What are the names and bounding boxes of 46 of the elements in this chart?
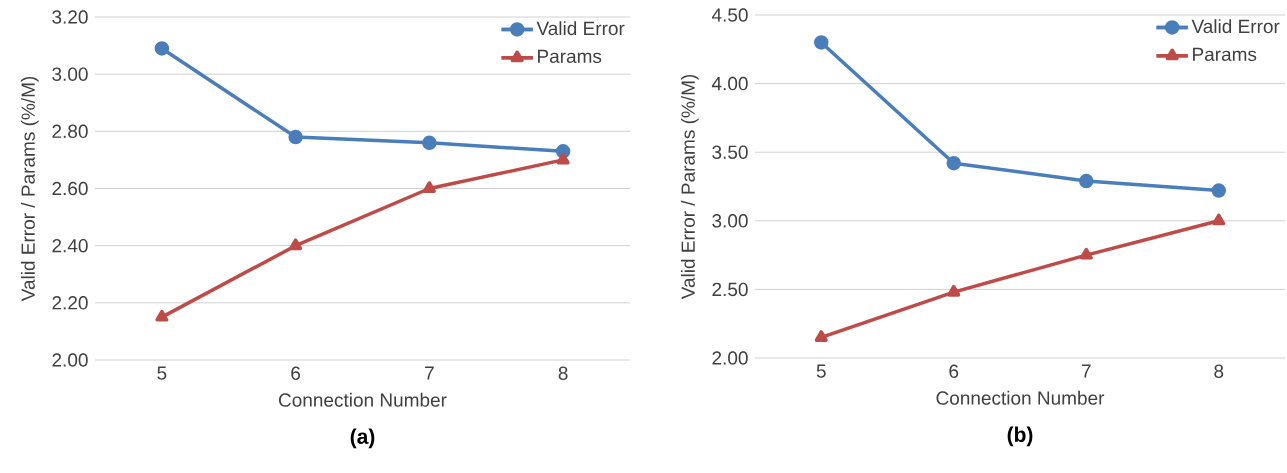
- y-tick-label: 4.50: [711, 8, 748, 22]
- text: (a): [350, 428, 375, 449]
- legend-label: Params: [538, 49, 602, 64]
- legend-label: Valid Error: [536, 21, 625, 36]
- x-tick-label: 7: [425, 366, 434, 380]
- point: [814, 35, 829, 50]
- point: [155, 309, 169, 322]
- point: [947, 284, 961, 297]
- x-tick-label: 5: [157, 366, 167, 380]
- x-tick-label: 6: [291, 366, 301, 380]
- point: [1211, 183, 1227, 198]
- x-tick-label: 5: [816, 364, 826, 378]
- point: [1079, 173, 1094, 189]
- y-tick-label: 2.40: [52, 238, 88, 253]
- point: [814, 330, 828, 342]
- x-tick-label: 6: [949, 364, 959, 378]
- x-tick-label: 8: [558, 366, 568, 380]
- x-tick-label: 8: [1214, 364, 1224, 378]
- y-tick-label: 3.00: [712, 214, 748, 228]
- legend-label: Valid Error: [1191, 19, 1280, 34]
- y-tick-label: 3.20: [52, 10, 88, 24]
- x-axis-title: Connection Number: [278, 392, 447, 407]
- legend-label: Params: [1193, 47, 1257, 62]
- point: [1079, 247, 1093, 260]
- y-tick-label: 2.00: [712, 351, 748, 365]
- y-tick-label: 2.80: [52, 124, 88, 139]
- point: [1212, 213, 1226, 226]
- y-tick-label: 2.00: [52, 353, 88, 367]
- x-axis-title: Connection Number: [936, 390, 1105, 405]
- point: [422, 181, 436, 193]
- x-tick-label: 7: [1081, 364, 1091, 378]
- point: [154, 41, 170, 56]
- y-tick-label: 2.50: [712, 282, 748, 297]
- y-axis-title: Valid Error / Params (%/M): [20, 76, 39, 302]
- point: [289, 238, 303, 251]
- y-tick-label: 2.60: [52, 181, 88, 196]
- y-tick-label: 3.50: [712, 145, 748, 159]
- y-tick-label: 4.00: [711, 76, 748, 91]
- y-tick-label: 3.00: [52, 67, 88, 81]
- point: [422, 135, 437, 151]
- point: [288, 129, 303, 145]
- point: [946, 155, 962, 171]
- text: (b): [1007, 426, 1033, 447]
- point: [556, 152, 570, 165]
- y-tick-label: 2.20: [52, 296, 88, 310]
- y-axis-title: Valid Error / Params (%/M): [680, 74, 699, 300]
